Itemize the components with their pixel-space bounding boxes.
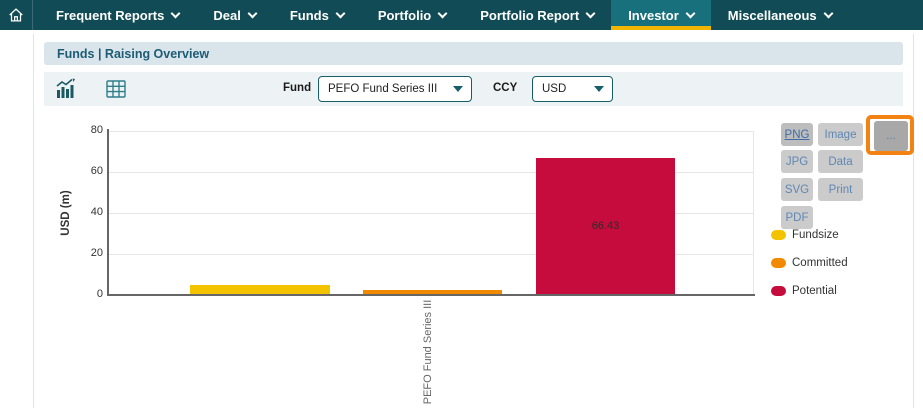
nav-item-miscellaneous[interactable]: Miscellaneous — [711, 0, 849, 30]
export-data-button[interactable]: Data — [818, 150, 863, 173]
y-tick-40: 40 — [90, 206, 103, 218]
y-axis-line — [107, 129, 109, 295]
home-button[interactable] — [0, 0, 33, 30]
chevron-down-icon — [437, 8, 448, 18]
chevron-down-icon — [685, 8, 696, 18]
breadcrumb: Funds | Raising Overview — [44, 42, 903, 65]
export-svg-button[interactable]: SVG — [781, 178, 813, 201]
legend-label: Potential — [792, 285, 837, 297]
top-navbar: Frequent Reports Deal Funds Portfolio Po… — [0, 0, 923, 30]
nav-item-funds[interactable]: Funds — [273, 0, 361, 30]
export-png-button[interactable]: PNG — [781, 123, 813, 146]
panel-left-border — [33, 34, 34, 408]
ccy-label: CCY — [493, 82, 518, 94]
y-tick-20: 20 — [90, 247, 103, 259]
legend-item-potential[interactable]: Potential — [771, 285, 837, 297]
table-view-icon[interactable] — [105, 78, 127, 100]
ccy-select[interactable]: USD — [532, 76, 613, 102]
nav-menu: Frequent Reports Deal Funds Portfolio Po… — [33, 0, 849, 30]
dropdown-caret-icon — [594, 86, 604, 92]
chevron-down-icon — [170, 8, 181, 18]
chevron-down-icon — [247, 8, 258, 18]
gridline — [108, 131, 754, 132]
y-axis-title: USD (m) — [60, 190, 72, 236]
bar-committed[interactable] — [363, 290, 502, 294]
bar-value-label: 66.43 — [591, 220, 620, 232]
nav-item-deal[interactable]: Deal — [196, 0, 272, 30]
legend-item-fundsize[interactable]: Fundsize — [771, 229, 839, 241]
toolbar: Fund PEFO Fund Series III CCY USD — [44, 72, 903, 106]
nav-item-investor[interactable]: Investor — [611, 0, 711, 30]
y-tick-80: 80 — [90, 124, 103, 136]
x-axis-line — [107, 294, 755, 296]
export-jpg-button[interactable]: JPG — [781, 150, 813, 173]
nav-item-label: Investor — [628, 7, 679, 23]
legend-item-committed[interactable]: Committed — [771, 257, 848, 269]
export-more-button[interactable]: ... — [874, 121, 908, 151]
plot-right-border — [753, 131, 754, 295]
nav-item-label: Frequent Reports — [56, 7, 165, 23]
x-axis-category-label: PEFO Fund Series III — [422, 299, 434, 405]
nav-item-label: Portfolio Report — [480, 7, 580, 23]
panel-right-border — [913, 34, 914, 408]
dropdown-caret-icon — [453, 86, 463, 92]
bar-potential[interactable] — [536, 157, 675, 294]
fund-select[interactable]: PEFO Fund Series III — [318, 76, 472, 102]
legend-swatch-potential — [771, 286, 786, 296]
fund-label: Fund — [283, 82, 312, 94]
chevron-down-icon — [823, 8, 834, 18]
chart-view-icon[interactable] — [55, 78, 77, 100]
nav-item-label: Funds — [289, 7, 329, 23]
export-image-button[interactable]: Image — [818, 123, 863, 146]
nav-item-label: Miscellaneous — [727, 7, 817, 23]
y-tick-0: 0 — [96, 288, 103, 300]
nav-item-label: Portfolio — [377, 7, 432, 23]
nav-item-portfolio-report[interactable]: Portfolio Report — [463, 0, 611, 30]
y-tick-60: 60 — [90, 165, 103, 177]
gridline — [108, 213, 754, 214]
chevron-down-icon — [585, 8, 596, 18]
bar-fundsize[interactable] — [190, 285, 330, 294]
gridline — [108, 254, 754, 255]
nav-item-frequent-reports[interactable]: Frequent Reports — [39, 0, 196, 30]
export-pdf-button[interactable]: PDF — [781, 206, 813, 229]
ccy-select-value: USD — [542, 83, 567, 95]
nav-item-portfolio[interactable]: Portfolio — [361, 0, 463, 30]
legend-label: Committed — [792, 257, 848, 269]
legend-swatch-fundsize — [771, 230, 786, 240]
export-print-button[interactable]: Print — [818, 178, 863, 201]
chevron-down-icon — [335, 8, 346, 18]
legend-label: Fundsize — [792, 229, 839, 241]
breadcrumb-text: Funds | Raising Overview — [57, 46, 210, 61]
gridline — [108, 172, 754, 173]
fund-select-value: PEFO Fund Series III — [328, 83, 438, 95]
legend-swatch-committed — [771, 258, 786, 268]
nav-item-label: Deal — [213, 7, 241, 23]
home-icon — [9, 8, 23, 22]
